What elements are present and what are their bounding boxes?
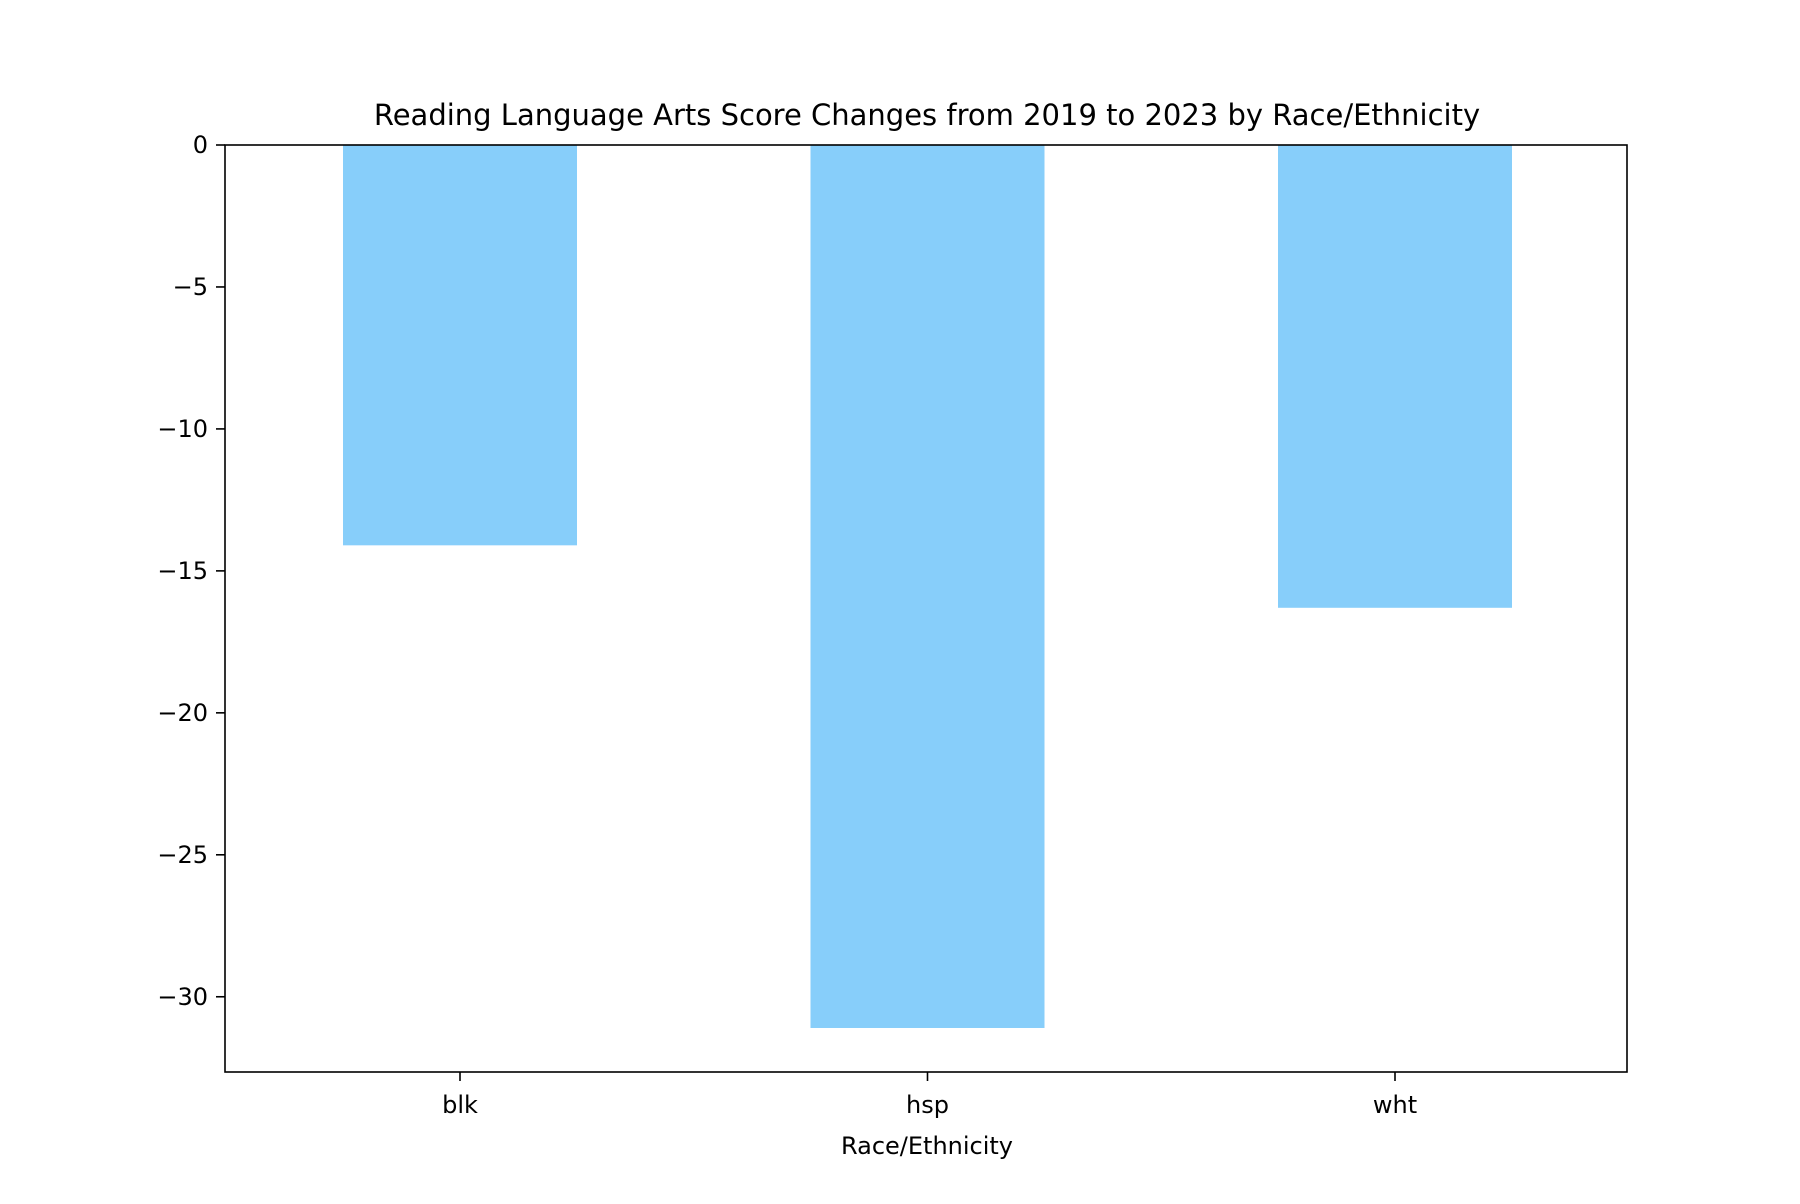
x-tick-label-blk: blk	[442, 1091, 478, 1119]
y-tick-label: −30	[157, 983, 208, 1011]
bar-wht	[1278, 145, 1512, 608]
y-tick-label: −25	[157, 841, 208, 869]
bar-hsp	[810, 145, 1045, 1028]
x-axis: blk hsp wht	[442, 1072, 1417, 1119]
x-tick-label-wht: wht	[1373, 1091, 1417, 1119]
bars-group	[343, 145, 1512, 1028]
plot-frame	[224, 144, 1628, 1073]
y-axis: 0 −5 −10 −15 −20 −25 −30	[157, 131, 225, 1011]
y-tick-label: 0	[193, 131, 208, 159]
bar-blk	[343, 145, 577, 546]
chart-title: Reading Language Arts Score Changes from…	[374, 98, 1480, 132]
y-tick-label: −15	[157, 557, 208, 585]
x-axis-label: Race/Ethnicity	[841, 1132, 1013, 1160]
x-tick-label-hsp: hsp	[906, 1091, 949, 1119]
y-tick-label: −20	[157, 699, 208, 727]
y-tick-label: −10	[157, 415, 208, 443]
y-tick-label: −5	[173, 273, 208, 301]
